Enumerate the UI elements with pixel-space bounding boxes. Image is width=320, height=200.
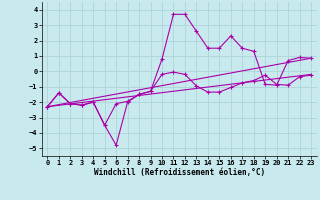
X-axis label: Windchill (Refroidissement éolien,°C): Windchill (Refroidissement éolien,°C): [94, 168, 265, 177]
